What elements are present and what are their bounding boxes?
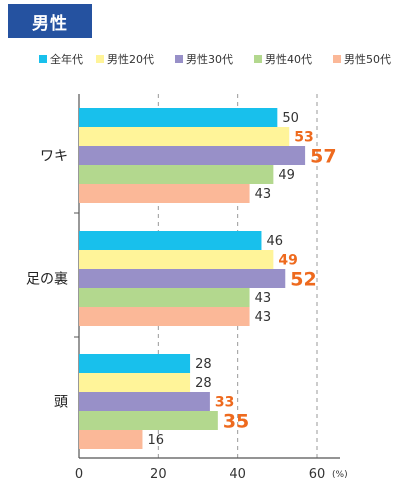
data-label: 43 bbox=[255, 187, 272, 202]
bar bbox=[79, 146, 306, 165]
bar bbox=[79, 231, 262, 250]
section-badge-label: 男性 bbox=[32, 13, 68, 34]
legend-label: 男性20代 bbox=[107, 52, 154, 66]
data-label: 53 bbox=[294, 130, 313, 146]
data-label: 49 bbox=[278, 168, 295, 183]
data-label: 46 bbox=[266, 234, 283, 249]
legend-label: 全年代 bbox=[50, 52, 83, 66]
legend-swatch bbox=[96, 55, 104, 63]
data-label: 50 bbox=[282, 111, 299, 126]
data-label: 43 bbox=[255, 291, 272, 306]
data-label: 28 bbox=[195, 376, 212, 391]
data-label: 28 bbox=[195, 357, 212, 372]
bar bbox=[79, 354, 191, 373]
x-tick-label: 0 bbox=[75, 467, 83, 482]
data-label: 16 bbox=[147, 433, 164, 448]
section-badge: 男性 bbox=[8, 4, 92, 38]
x-tick-label: 60 bbox=[309, 467, 326, 482]
legend-swatch bbox=[39, 55, 47, 63]
x-unit-label: (%) bbox=[332, 470, 348, 480]
category-label: 頭 bbox=[54, 395, 68, 411]
data-label: 57 bbox=[310, 145, 336, 167]
legend-swatch bbox=[254, 55, 262, 63]
bar bbox=[79, 392, 210, 411]
bar bbox=[79, 430, 143, 449]
data-label: 35 bbox=[223, 410, 249, 432]
legend-label: 男性40代 bbox=[265, 52, 312, 66]
bar bbox=[79, 250, 274, 269]
bar bbox=[79, 411, 218, 430]
legend-swatch bbox=[333, 55, 341, 63]
data-label: 49 bbox=[278, 253, 297, 269]
category-label: ワキ bbox=[40, 149, 68, 165]
bar bbox=[79, 108, 278, 127]
category-label: 足の裏 bbox=[26, 271, 68, 288]
bar bbox=[79, 165, 274, 184]
legend-label: 男性30代 bbox=[186, 52, 233, 66]
x-tick-label: 20 bbox=[150, 467, 167, 482]
bar bbox=[79, 373, 191, 392]
x-tick-label: 40 bbox=[229, 467, 246, 482]
bar bbox=[79, 184, 250, 203]
data-label: 33 bbox=[215, 395, 234, 411]
bar bbox=[79, 269, 286, 288]
data-label: 43 bbox=[255, 310, 272, 325]
legend-swatch bbox=[175, 55, 183, 63]
data-label: 52 bbox=[290, 268, 316, 290]
bar bbox=[79, 288, 250, 307]
bar bbox=[79, 307, 250, 326]
bar bbox=[79, 127, 290, 146]
legend-label: 男性50代 bbox=[344, 52, 391, 66]
